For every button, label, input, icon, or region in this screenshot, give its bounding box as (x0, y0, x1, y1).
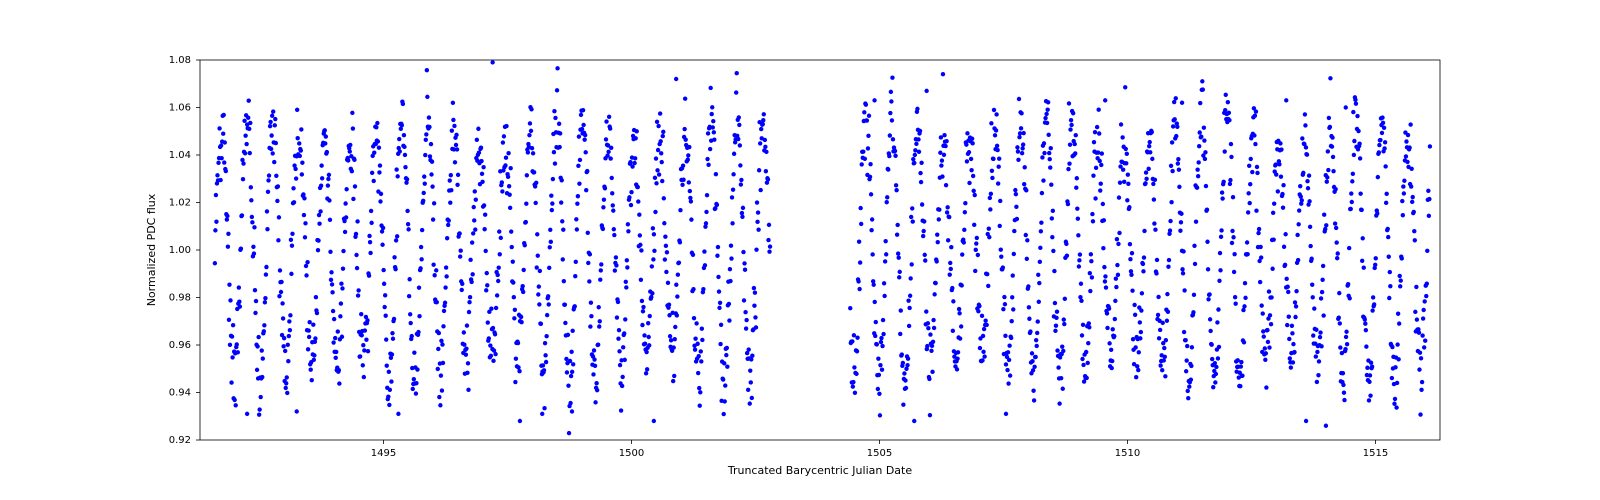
y-tick-label: 1.08 (169, 55, 191, 66)
x-tick-label: 1505 (867, 448, 892, 459)
x-tick-label: 1510 (1115, 448, 1140, 459)
y-tick-label: 0.92 (169, 435, 191, 446)
x-tick-label: 1495 (371, 448, 396, 459)
y-tick-label: 1.06 (169, 103, 191, 114)
chart-svg: 1495 1500 1505 1510 1515 Truncated Barycentri… (0, 0, 1600, 500)
y-tick-label: 0.96 (169, 340, 191, 351)
x-tick-label: 1515 (1363, 448, 1388, 459)
y-tick-label: 0.94 (169, 388, 191, 399)
y-axis-label: Normalized PDC flux (145, 193, 158, 306)
light-curve-scatter-chart: 1495 1500 1505 1510 1515 Truncated Barycentri… (0, 0, 1600, 500)
x-tick-label: 1500 (619, 448, 644, 459)
y-tick-label: 0.98 (169, 293, 191, 304)
y-tick-label: 1.02 (169, 198, 191, 209)
y-tick-label: 1.04 (169, 150, 191, 161)
x-axis-label: Truncated Barycentric Julian Date (727, 464, 913, 477)
y-tick-label: 1.00 (169, 245, 191, 256)
